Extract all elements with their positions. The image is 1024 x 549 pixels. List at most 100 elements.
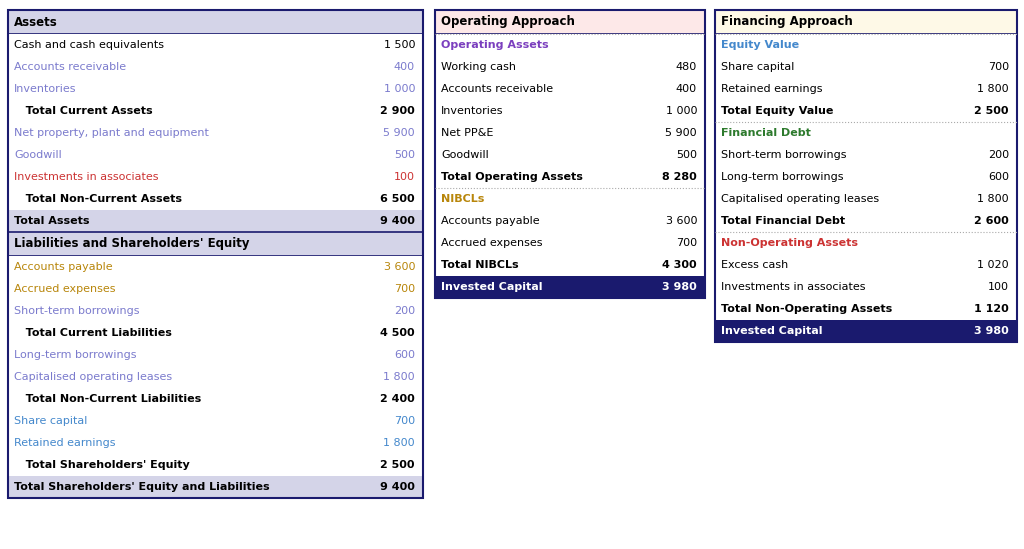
Bar [8,10,423,34]
Text: 5 900: 5 900 [666,128,697,138]
Text: Capitalised operating leases: Capitalised operating leases [721,194,880,204]
Bar [8,476,423,498]
Text: Net property, plant and equipment: Net property, plant and equipment [14,128,209,138]
Text: Short-term borrowings: Short-term borrowings [721,150,847,160]
Text: Financial Debt: Financial Debt [721,128,811,138]
Text: 400: 400 [676,84,697,94]
Text: Goodwill: Goodwill [14,150,61,160]
Text: 6 500: 6 500 [380,194,415,204]
Text: 8 280: 8 280 [663,172,697,182]
Bar [435,210,705,232]
Text: 2 500: 2 500 [975,106,1009,116]
Bar [435,144,705,166]
Text: Inventories: Inventories [14,84,77,94]
Text: NIBCLs: NIBCLs [441,194,484,204]
Bar [435,254,705,276]
Bar [715,254,1017,276]
Text: 2 400: 2 400 [380,394,415,404]
Text: Accounts receivable: Accounts receivable [14,62,126,72]
Bar [8,34,423,56]
Text: Non-Operating Assets: Non-Operating Assets [721,238,858,248]
Text: 2 600: 2 600 [974,216,1009,226]
Text: Retained earnings: Retained earnings [721,84,822,94]
Bar [435,122,705,144]
Text: 200: 200 [988,150,1009,160]
Bar [715,10,1017,342]
Text: 1 120: 1 120 [974,304,1009,314]
Text: 600: 600 [394,350,415,360]
Text: 600: 600 [988,172,1009,182]
Text: Financing Approach: Financing Approach [721,15,853,29]
Text: Total Shareholders' Equity and Liabilities: Total Shareholders' Equity and Liabiliti… [14,482,269,492]
Text: 700: 700 [676,238,697,248]
Text: Assets: Assets [14,15,57,29]
Bar [715,56,1017,78]
Bar [8,454,423,476]
Bar [8,56,423,78]
Text: 500: 500 [676,150,697,160]
Text: Total Non-Current Assets: Total Non-Current Assets [14,194,182,204]
Bar [8,322,423,344]
Bar [435,34,705,56]
Text: Excess cash: Excess cash [721,260,788,270]
Bar [8,256,423,278]
Bar [435,10,705,34]
Text: Working cash: Working cash [441,62,516,72]
Bar [8,144,423,166]
Text: Accrued expenses: Accrued expenses [441,238,543,248]
Text: 1 800: 1 800 [383,372,415,382]
Bar [715,276,1017,298]
Text: 1 800: 1 800 [383,438,415,448]
Bar [8,300,423,322]
Bar [8,366,423,388]
Text: 2 900: 2 900 [380,106,415,116]
Bar [435,56,705,78]
Bar [8,388,423,410]
Bar [435,10,705,298]
Text: 200: 200 [394,306,415,316]
Text: Operating Approach: Operating Approach [441,15,574,29]
Bar [715,122,1017,144]
Text: 400: 400 [394,62,415,72]
Text: Total Operating Assets: Total Operating Assets [441,172,583,182]
Bar [715,100,1017,122]
Text: Capitalised operating leases: Capitalised operating leases [14,372,172,382]
Bar [435,78,705,100]
Bar [8,100,423,122]
Bar [8,78,423,100]
Bar [8,278,423,300]
Text: 9 400: 9 400 [380,482,415,492]
Text: 1 800: 1 800 [977,194,1009,204]
Text: Retained earnings: Retained earnings [14,438,116,448]
Bar [715,166,1017,188]
Text: Operating Assets: Operating Assets [441,40,549,50]
Text: Invested Capital: Invested Capital [441,282,543,292]
Text: Investments in associates: Investments in associates [721,282,865,292]
Bar [715,298,1017,320]
Bar [715,210,1017,232]
Text: 1 000: 1 000 [384,84,415,94]
Text: 500: 500 [394,150,415,160]
Text: 700: 700 [394,284,415,294]
Text: 1 800: 1 800 [977,84,1009,94]
Text: Total Financial Debt: Total Financial Debt [721,216,845,226]
Text: Total NIBCLs: Total NIBCLs [441,260,518,270]
Bar [8,432,423,454]
Bar [435,232,705,254]
Text: Total Shareholders' Equity: Total Shareholders' Equity [14,460,189,470]
Text: Goodwill: Goodwill [441,150,488,160]
Text: Total Non-Current Liabilities: Total Non-Current Liabilities [14,394,202,404]
Text: Inventories: Inventories [441,106,504,116]
Text: Total Assets: Total Assets [14,216,89,226]
Text: 3 600: 3 600 [384,262,415,272]
Text: Total Equity Value: Total Equity Value [721,106,834,116]
Text: Equity Value: Equity Value [721,40,799,50]
Text: 4 300: 4 300 [663,260,697,270]
Text: 1 020: 1 020 [977,260,1009,270]
Text: 100: 100 [988,282,1009,292]
Text: 3 980: 3 980 [974,326,1009,336]
Text: Long-term borrowings: Long-term borrowings [14,350,136,360]
Text: Investments in associates: Investments in associates [14,172,159,182]
Bar [715,144,1017,166]
Bar [8,210,423,232]
